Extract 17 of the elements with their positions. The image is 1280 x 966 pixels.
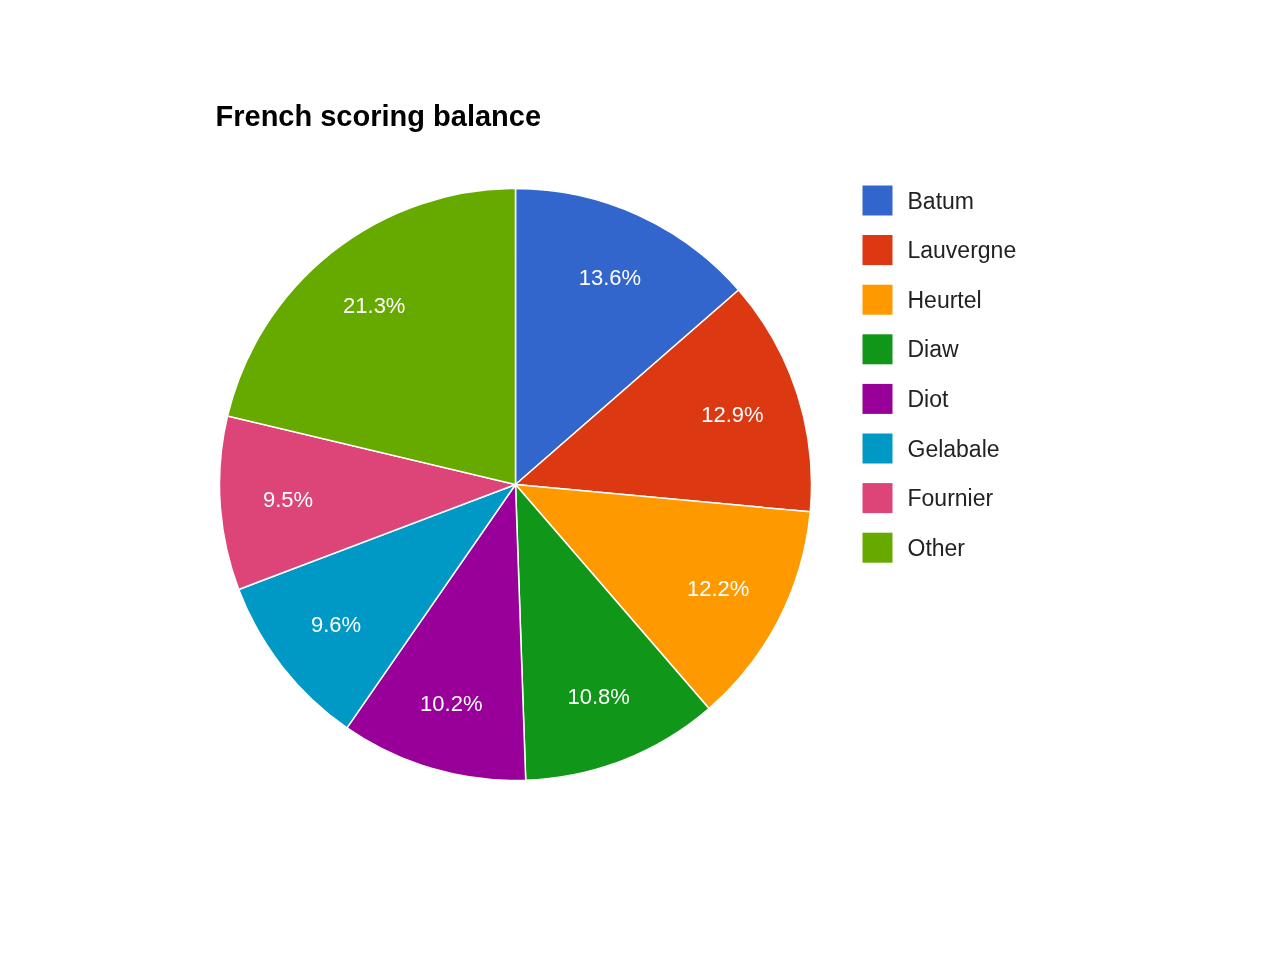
data-label: 21.3% bbox=[343, 293, 406, 319]
legend-label: Diaw bbox=[907, 336, 960, 363]
data-label: 10.8% bbox=[567, 684, 630, 710]
data-label: 13.6% bbox=[578, 264, 642, 290]
legend-label: Fournier bbox=[907, 485, 994, 512]
legend-label: Gelabale bbox=[907, 435, 1000, 462]
legend-label: Other bbox=[907, 534, 966, 561]
legend-label: Diot bbox=[907, 385, 950, 412]
data-label: 10.2% bbox=[420, 690, 483, 716]
legend-label: Lauvergne bbox=[907, 237, 1017, 264]
data-label: 9.6% bbox=[310, 612, 362, 638]
data-label: 12.2% bbox=[686, 576, 750, 602]
chart-title: French scoring balance bbox=[215, 99, 542, 132]
legend-label: Batum bbox=[907, 187, 974, 214]
data-label: 9.5% bbox=[262, 486, 314, 512]
data-label: 12.9% bbox=[701, 401, 764, 427]
legend-label: Heurtel bbox=[907, 286, 982, 313]
